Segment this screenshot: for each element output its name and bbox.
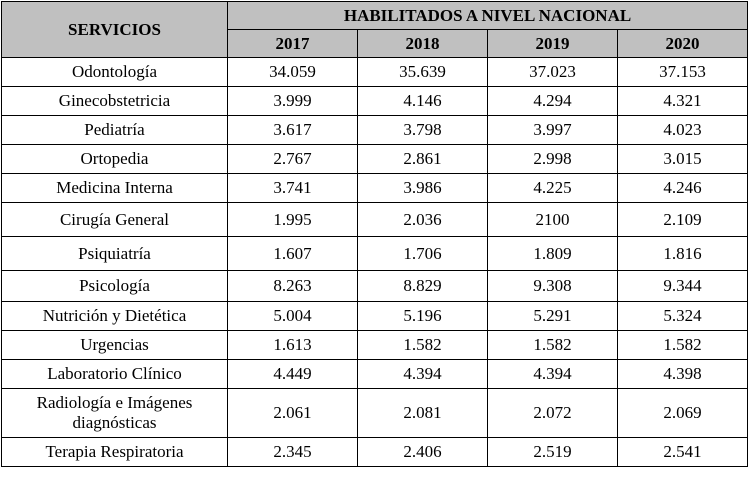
value-cell: 1.613 <box>227 330 358 360</box>
value-cell: 1.582 <box>616 330 749 360</box>
value-cell: 2.541 <box>616 437 749 467</box>
value-cell: 1.809 <box>487 236 618 271</box>
value-cell: 2.081 <box>357 388 488 438</box>
servicio-cell: Terapia Respiratoria <box>1 437 228 467</box>
value-cell: 4.321 <box>616 86 749 116</box>
table-row: Nutrición y Dietética 5.004 5.196 5.291 … <box>1 301 749 331</box>
value-cell: 2.109 <box>616 202 749 237</box>
value-cell: 2.767 <box>227 144 358 174</box>
value-cell: 4.225 <box>487 173 618 203</box>
value-cell: 2.519 <box>487 437 618 467</box>
value-cell: 1.706 <box>357 236 488 271</box>
value-cell: 34.059 <box>227 57 358 87</box>
value-cell: 3.741 <box>227 173 358 203</box>
header-year-2020: 2020 <box>616 29 749 58</box>
servicio-cell: Ginecobstetricia <box>1 86 228 116</box>
value-cell: 2.069 <box>616 388 749 438</box>
value-cell: 9.308 <box>487 270 618 302</box>
header-row-group: SERVICIOS HABILITADOS A NIVEL NACIONAL <box>1 1 749 58</box>
servicio-cell: Ortopedia <box>1 144 228 174</box>
header-habilitados: HABILITADOS A NIVEL NACIONAL <box>226 1 749 30</box>
servicio-cell: Radiología e Imágenes diagnósticas <box>1 388 228 438</box>
servicio-cell: Laboratorio Clínico <box>1 359 228 389</box>
value-cell: 2.061 <box>227 388 358 438</box>
table-row: Medicina Interna 3.741 3.986 4.225 4.246 <box>1 173 749 203</box>
table-row: Psicología 8.263 8.829 9.308 9.344 <box>1 270 749 302</box>
value-cell: 1.995 <box>227 202 358 237</box>
header-row-years: 2017 2018 2019 2020 <box>2 29 749 58</box>
table-row: Pediatría 3.617 3.798 3.997 4.023 <box>1 115 749 145</box>
table-row: Psiquiatría 1.607 1.706 1.809 1.816 <box>1 236 749 271</box>
value-cell: 4.294 <box>487 86 618 116</box>
value-cell: 1.582 <box>487 330 618 360</box>
servicio-cell: Odontología <box>1 57 228 87</box>
value-cell: 4.246 <box>616 173 749 203</box>
table-row: Cirugía General 1.995 2.036 2100 2.109 <box>1 202 749 237</box>
value-cell: 9.344 <box>616 270 749 302</box>
value-cell: 4.398 <box>616 359 749 389</box>
table-row: Radiología e Imágenes diagnósticas 2.061… <box>1 388 749 438</box>
servicio-cell: Nutrición y Dietética <box>1 301 228 331</box>
value-cell: 3.015 <box>616 144 749 174</box>
value-cell: 35.639 <box>357 57 488 87</box>
value-cell: 3.986 <box>357 173 488 203</box>
value-cell: 8.263 <box>227 270 358 302</box>
value-cell: 3.617 <box>227 115 358 145</box>
header-year-2019: 2019 <box>487 29 618 58</box>
value-cell: 37.153 <box>616 57 749 87</box>
servicio-cell: Psicología <box>1 270 228 302</box>
value-cell: 2.998 <box>487 144 618 174</box>
value-cell: 2100 <box>487 202 618 237</box>
value-cell: 1.607 <box>227 236 358 271</box>
servicios-table: SERVICIOS HABILITADOS A NIVEL NACIONAL 2… <box>1 1 749 467</box>
value-cell: 4.449 <box>227 359 358 389</box>
table-row: Odontología 34.059 35.639 37.023 37.153 <box>1 57 749 87</box>
value-cell: 3.997 <box>487 115 618 145</box>
value-cell: 5.196 <box>357 301 488 331</box>
table-row: Terapia Respiratoria 2.345 2.406 2.519 2… <box>1 437 749 467</box>
servicio-cell: Medicina Interna <box>1 173 228 203</box>
value-cell: 3.999 <box>227 86 358 116</box>
value-cell: 5.004 <box>227 301 358 331</box>
value-cell: 2.406 <box>357 437 488 467</box>
value-cell: 8.829 <box>357 270 488 302</box>
header-year-2017: 2017 <box>227 29 358 58</box>
value-cell: 5.324 <box>616 301 749 331</box>
value-cell: 2.345 <box>227 437 358 467</box>
value-cell: 4.146 <box>357 86 488 116</box>
table-row: Ginecobstetricia 3.999 4.146 4.294 4.321 <box>1 86 749 116</box>
servicio-cell: Urgencias <box>1 330 228 360</box>
servicio-cell: Cirugía General <box>1 202 228 237</box>
servicio-cell: Pediatría <box>1 115 228 145</box>
value-cell: 2.036 <box>357 202 488 237</box>
value-cell: 2.072 <box>487 388 618 438</box>
value-cell: 4.394 <box>487 359 618 389</box>
value-cell: 4.023 <box>616 115 749 145</box>
table-row: Ortopedia 2.767 2.861 2.998 3.015 <box>1 144 749 174</box>
value-cell: 2.861 <box>357 144 488 174</box>
value-cell: 4.394 <box>357 359 488 389</box>
table-row: Laboratorio Clínico 4.449 4.394 4.394 4.… <box>1 359 749 389</box>
servicio-cell: Psiquiatría <box>1 236 228 271</box>
value-cell: 1.582 <box>357 330 488 360</box>
header-year-2018: 2018 <box>357 29 488 58</box>
value-cell: 1.816 <box>616 236 749 271</box>
value-cell: 3.798 <box>357 115 488 145</box>
value-cell: 37.023 <box>487 57 618 87</box>
table-row: Urgencias 1.613 1.582 1.582 1.582 <box>1 330 749 360</box>
header-servicios: SERVICIOS <box>1 1 228 58</box>
value-cell: 5.291 <box>487 301 618 331</box>
